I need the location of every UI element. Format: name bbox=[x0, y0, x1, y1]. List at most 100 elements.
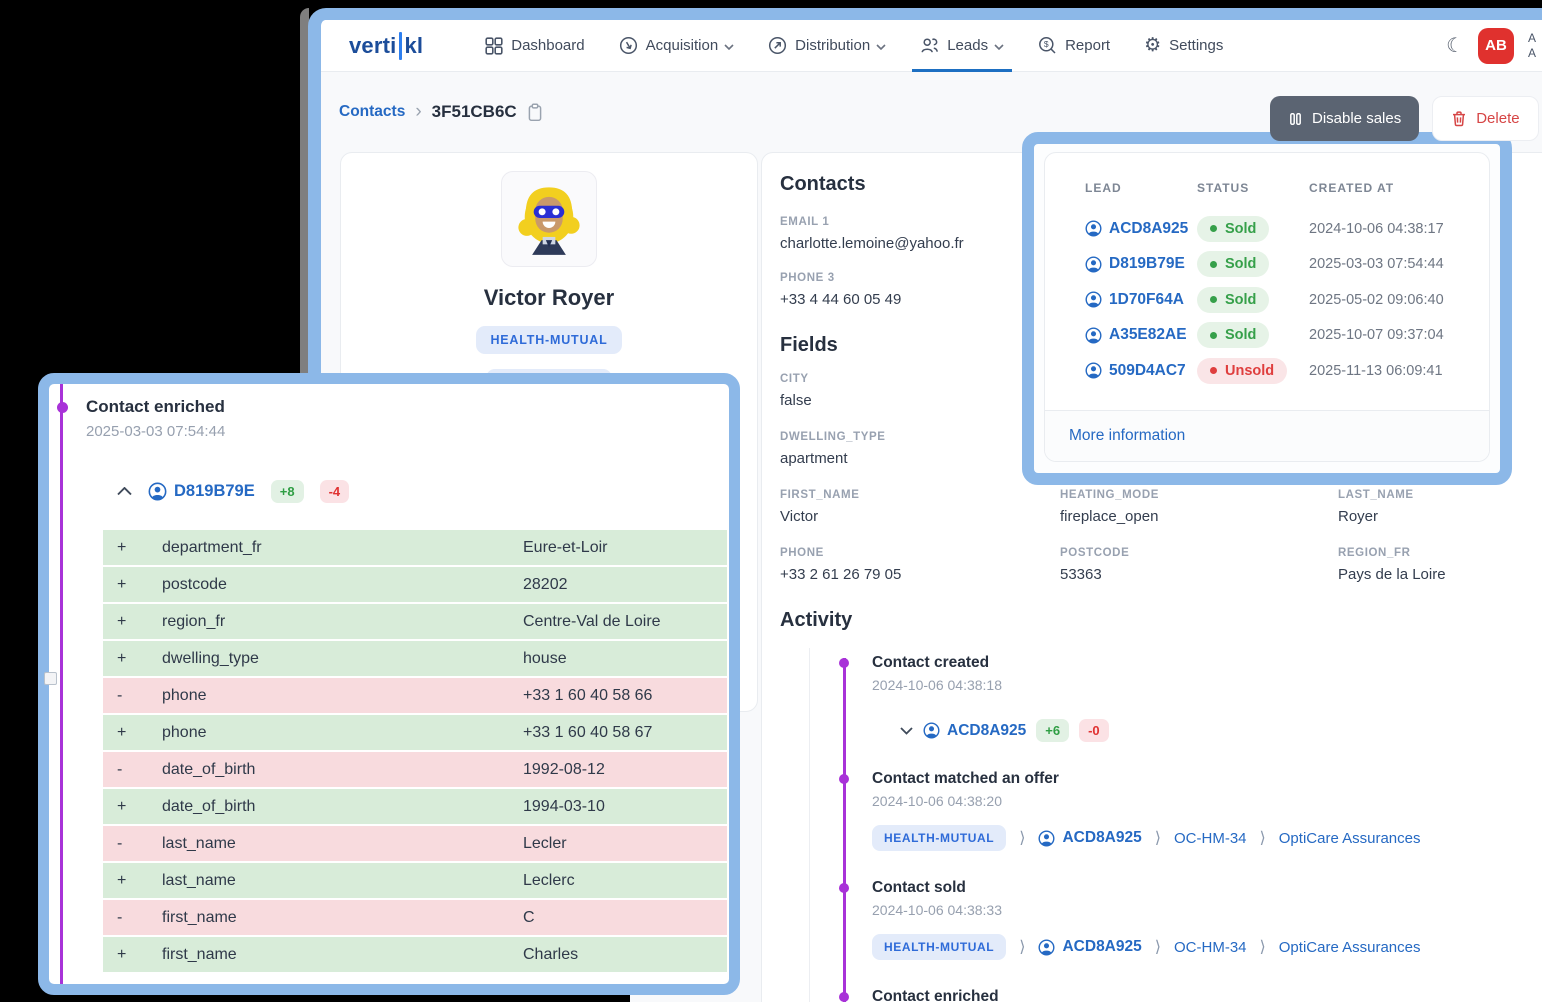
created-at: 2025-03-03 07:54:44 bbox=[1309, 256, 1444, 273]
nav-item-label: Dashboard bbox=[511, 37, 585, 54]
created-at: 2024-10-06 04:38:17 bbox=[1309, 220, 1444, 237]
lead-link[interactable]: ACD8A925 bbox=[1085, 220, 1197, 238]
delete-button[interactable]: Delete bbox=[1432, 96, 1539, 141]
lead-link[interactable]: 1D70F64A bbox=[1085, 291, 1197, 309]
svg-text:$: $ bbox=[1044, 39, 1049, 49]
nav-item-label: Acquisition bbox=[645, 37, 719, 54]
chevron-down-icon bbox=[876, 43, 886, 50]
diff-row: - phone +33 1 60 40 58 66 bbox=[103, 678, 727, 713]
leads-table: LEAD STATUS CREATED AT ACD8A925 Sold 202… bbox=[1045, 153, 1489, 401]
vertical-tag-chip: HEALTH-MUTUAL bbox=[872, 825, 1007, 851]
diff-row: + dwelling_type house bbox=[103, 641, 727, 676]
lead-link[interactable]: ACD8A925 bbox=[1038, 829, 1142, 847]
diff-row: + last_name Leclerc bbox=[103, 863, 727, 898]
nav-item-dashboard[interactable]: Dashboard bbox=[485, 20, 585, 72]
user-name-clipped: A A bbox=[1528, 30, 1537, 60]
nav-item-label: Report bbox=[1065, 37, 1111, 54]
logo-text-right: kl bbox=[404, 32, 424, 58]
breadcrumb-separator: › bbox=[415, 101, 422, 122]
activity-event-enriched: Contact enriched 2025-03-03 07:54:44 bbox=[839, 988, 1542, 1002]
lead-expand-row: D819B79E +8 -4 bbox=[117, 480, 729, 503]
dashboard-icon bbox=[485, 36, 503, 55]
chip-separator: ⟩ bbox=[1154, 830, 1161, 847]
lead-link[interactable]: D819B79E bbox=[148, 482, 255, 501]
logo-text-left: verti bbox=[349, 32, 397, 58]
field-postcode: POSTCODE 53363 bbox=[1060, 547, 1130, 583]
status-badge: Sold bbox=[1197, 286, 1270, 313]
vertikl-logo[interactable]: verti kl bbox=[349, 31, 424, 60]
company-link[interactable]: OptiCare Assurances bbox=[1278, 829, 1421, 847]
dark-mode-moon-icon[interactable]: ☾ bbox=[1446, 35, 1464, 57]
contact-name: Victor Royer bbox=[483, 285, 615, 310]
top-nav: verti kl Dashboard Acquisi bbox=[321, 20, 1542, 72]
pause-icon bbox=[1288, 111, 1303, 127]
field-phone: PHONE +33 2 61 26 79 05 bbox=[780, 547, 902, 583]
nav-item-report[interactable]: $ Report bbox=[1038, 20, 1110, 72]
copy-icon[interactable] bbox=[526, 103, 544, 122]
timeline-dot bbox=[839, 658, 849, 668]
created-at: 2025-11-13 06:09:41 bbox=[1309, 362, 1443, 379]
status-badge: Sold bbox=[1197, 322, 1270, 349]
nav-items: Dashboard Acquisition Distribution bbox=[485, 20, 1223, 72]
chip-separator: ⟩ bbox=[1019, 939, 1026, 956]
created-at: 2025-05-02 09:06:40 bbox=[1309, 291, 1444, 308]
chevron-up-icon[interactable] bbox=[117, 487, 132, 496]
field-city: CITY false bbox=[780, 373, 812, 409]
trash-icon bbox=[1451, 110, 1467, 127]
nav-item-settings[interactable]: ⚙ Settings bbox=[1144, 20, 1223, 72]
acquisition-icon bbox=[619, 36, 638, 55]
chevron-down-icon[interactable] bbox=[900, 726, 913, 735]
page-actions: Disable sales Delete bbox=[1270, 96, 1539, 141]
diff-row: + phone +33 1 60 40 58 67 bbox=[103, 715, 727, 750]
field-first-name: FIRST_NAME Victor bbox=[780, 489, 860, 525]
vertical-tag-chip: HEALTH-MUTUAL bbox=[872, 934, 1007, 960]
event-time: 2025-03-03 07:54:44 bbox=[86, 423, 226, 440]
diff-row: + department_fr Eure-et-Loir bbox=[103, 530, 727, 565]
lead-link[interactable]: ACD8A925 bbox=[1038, 938, 1142, 956]
lead-link[interactable]: D819B79E bbox=[1085, 255, 1197, 273]
report-search-dollar-icon: $ bbox=[1038, 36, 1057, 55]
event-title: Contact enriched bbox=[86, 397, 225, 416]
enrichment-diff-table: + department_fr Eure-et-Loir + postcode 2820… bbox=[103, 530, 727, 972]
offer-link[interactable]: OC-HM-34 bbox=[1174, 938, 1247, 956]
nav-item-acquisition[interactable]: Acquisition bbox=[619, 20, 735, 72]
company-link[interactable]: OptiCare Assurances bbox=[1278, 938, 1421, 956]
lead-link[interactable]: 509D4AC7 bbox=[1085, 362, 1197, 380]
timeline-dot bbox=[839, 774, 849, 784]
nav-item-distribution[interactable]: Distribution bbox=[768, 20, 886, 72]
lead-row: ACD8A925 Sold 2024-10-06 04:38:17 bbox=[1085, 211, 1471, 247]
fields-section-title: Fields bbox=[780, 334, 838, 356]
tag-health-mutual: HEALTH-MUTUAL bbox=[476, 326, 622, 354]
diff-row: + first_name Charles bbox=[103, 937, 727, 972]
field-phone3: PHONE 3 +33 4 44 60 05 49 bbox=[780, 272, 902, 308]
lead-row: D819B79E Sold 2025-03-03 07:54:44 bbox=[1085, 247, 1471, 283]
status-badge: Unsold bbox=[1197, 357, 1288, 384]
distribution-icon bbox=[768, 36, 787, 55]
chevron-down-icon bbox=[724, 43, 734, 50]
more-information-link[interactable]: More information bbox=[1069, 427, 1186, 444]
nav-item-leads[interactable]: Leads bbox=[912, 20, 1012, 72]
field-last-name: LAST_NAME Royer bbox=[1338, 489, 1414, 525]
nav-item-label: Leads bbox=[947, 37, 989, 54]
contact-avatar bbox=[501, 171, 597, 267]
resize-handle[interactable] bbox=[44, 672, 57, 685]
timeline-dot bbox=[839, 992, 849, 1002]
chevron-down-icon bbox=[994, 43, 1004, 50]
offer-link[interactable]: OC-HM-34 bbox=[1174, 829, 1247, 847]
breadcrumb-contacts-link[interactable]: Contacts bbox=[339, 103, 406, 120]
timeline-line bbox=[843, 658, 846, 1002]
diff-row: + postcode 28202 bbox=[103, 567, 727, 602]
offer-chips-row: HEALTH-MUTUAL ⟩ ACD8A925 ⟩ OC-HM-34 ⟩ Op… bbox=[872, 825, 1542, 851]
added-count-badge: +6 bbox=[1036, 719, 1070, 742]
lead-link[interactable]: ACD8A925 bbox=[923, 722, 1026, 740]
user-avatar-badge[interactable]: AB bbox=[1478, 27, 1514, 64]
field-email1: EMAIL 1 charlotte.lemoine@yahoo.fr bbox=[780, 216, 964, 252]
chip-separator: ⟩ bbox=[1259, 939, 1266, 956]
lead-link[interactable]: A35E82AE bbox=[1085, 326, 1197, 344]
nav-item-label: Distribution bbox=[795, 37, 871, 54]
activity-timeline: Contact created 2024-10-06 04:38:18 ACD8… bbox=[809, 648, 1542, 1002]
lead-row: 1D70F64A Sold 2025-05-02 09:06:40 bbox=[1085, 282, 1471, 318]
lead-row: A35E82AE Sold 2025-10-07 09:37:04 bbox=[1085, 318, 1471, 354]
disable-sales-button[interactable]: Disable sales bbox=[1270, 96, 1420, 141]
leads-table-card: LEAD STATUS CREATED AT ACD8A925 Sold 202… bbox=[1044, 152, 1490, 462]
